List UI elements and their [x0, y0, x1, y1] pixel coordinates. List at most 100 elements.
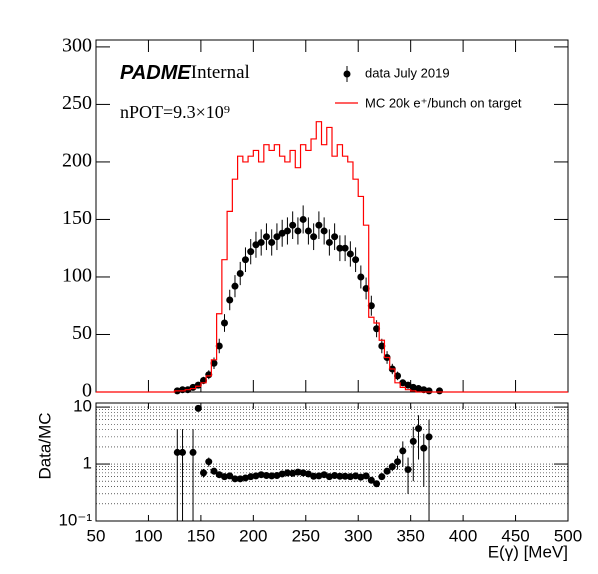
data-point — [362, 472, 370, 480]
data-point — [231, 282, 239, 290]
x-tick-label: 500 — [554, 526, 582, 545]
data-point — [341, 472, 349, 480]
data-point — [226, 472, 234, 480]
data-point — [367, 476, 375, 484]
legend-label: data July 2019 — [365, 65, 450, 80]
data-point — [331, 233, 339, 241]
data-point — [247, 473, 255, 481]
data-point — [283, 469, 291, 477]
data-point — [273, 471, 281, 479]
data-point — [205, 458, 213, 466]
x-tick-label: 250 — [292, 526, 320, 545]
y-tick-label: 150 — [62, 207, 92, 229]
data-point — [252, 241, 260, 249]
data-point — [200, 469, 208, 477]
x-tick-label: 400 — [449, 526, 477, 545]
data-point — [409, 437, 417, 445]
y-tick-label: 100 — [62, 265, 92, 287]
data-point — [273, 233, 281, 241]
data-point — [378, 473, 386, 481]
data-point — [336, 244, 344, 252]
data-point — [341, 244, 349, 252]
x-tick-label: 300 — [344, 526, 372, 545]
data-point — [346, 473, 354, 481]
data-point — [436, 387, 444, 395]
y-tick-label: 300 — [62, 34, 92, 56]
data-point — [283, 227, 291, 235]
x-tick-label: 450 — [501, 526, 529, 545]
data-point — [194, 404, 202, 412]
brand-label: PADMEInternal — [120, 62, 250, 84]
data-point — [425, 433, 433, 441]
data-point — [215, 342, 223, 350]
data-point — [357, 273, 365, 281]
data-point — [404, 466, 412, 474]
data-point — [378, 342, 386, 350]
y-tick-label: 1 — [83, 454, 92, 473]
data-point — [320, 471, 328, 479]
data-point — [262, 471, 270, 479]
data-point — [189, 448, 197, 456]
data-point — [415, 385, 423, 393]
status: Internal — [191, 62, 250, 83]
data-point — [315, 472, 323, 480]
annotation: nPOT=9.3×10⁹ — [120, 102, 230, 122]
data-point — [331, 471, 339, 479]
data-point — [299, 469, 307, 477]
data-point — [420, 444, 428, 452]
data-point — [278, 229, 286, 237]
data-point — [325, 473, 333, 481]
data-point — [289, 221, 297, 229]
data-point — [179, 448, 187, 456]
y-tick-label: 10 — [73, 397, 92, 416]
data-point — [415, 425, 423, 433]
y-tick-label: 0 — [82, 380, 92, 402]
data-point — [210, 467, 218, 475]
data-point — [357, 473, 365, 481]
data-point — [383, 467, 391, 475]
data-point — [362, 284, 370, 292]
data-point — [252, 472, 260, 480]
y-tick-label: 50 — [72, 322, 92, 344]
data-point — [236, 270, 244, 278]
data-point — [289, 469, 297, 477]
data-point — [268, 238, 276, 246]
x-tick-label: 200 — [239, 526, 267, 545]
data-point — [409, 383, 417, 391]
y-tick-label: 200 — [62, 150, 92, 172]
data-point — [373, 325, 381, 333]
data-point — [220, 319, 228, 327]
y-tick-label: 250 — [62, 92, 92, 114]
data-point — [215, 471, 223, 479]
data-point — [220, 473, 228, 481]
data-point — [278, 470, 286, 478]
data-point — [262, 233, 270, 241]
data-point — [294, 227, 302, 235]
y-axis-title: Data/MC — [35, 412, 54, 479]
data-point — [236, 475, 244, 483]
data-point — [346, 250, 354, 258]
data-point — [336, 472, 344, 480]
data-point — [299, 215, 307, 223]
data-point — [373, 480, 381, 488]
x-tick-label: 50 — [87, 526, 106, 545]
data-point — [352, 472, 360, 480]
y-tick-label: 10⁻¹ — [58, 510, 92, 529]
data-point — [320, 227, 328, 235]
data-point — [257, 238, 265, 246]
brand: PADME — [120, 62, 191, 84]
data-point — [399, 447, 407, 455]
data-point — [394, 372, 402, 380]
data-point — [310, 472, 318, 480]
data-point — [399, 379, 407, 387]
data-point — [404, 381, 412, 389]
top-frame — [95, 39, 569, 393]
x-axis-title: E(γ) [MeV] — [488, 542, 568, 561]
x-tick-label: 150 — [187, 526, 215, 545]
data-point — [241, 474, 249, 482]
x-tick-label: 350 — [396, 526, 424, 545]
data-point — [247, 248, 255, 256]
data-point — [210, 359, 218, 367]
bottom-frame — [95, 402, 569, 522]
